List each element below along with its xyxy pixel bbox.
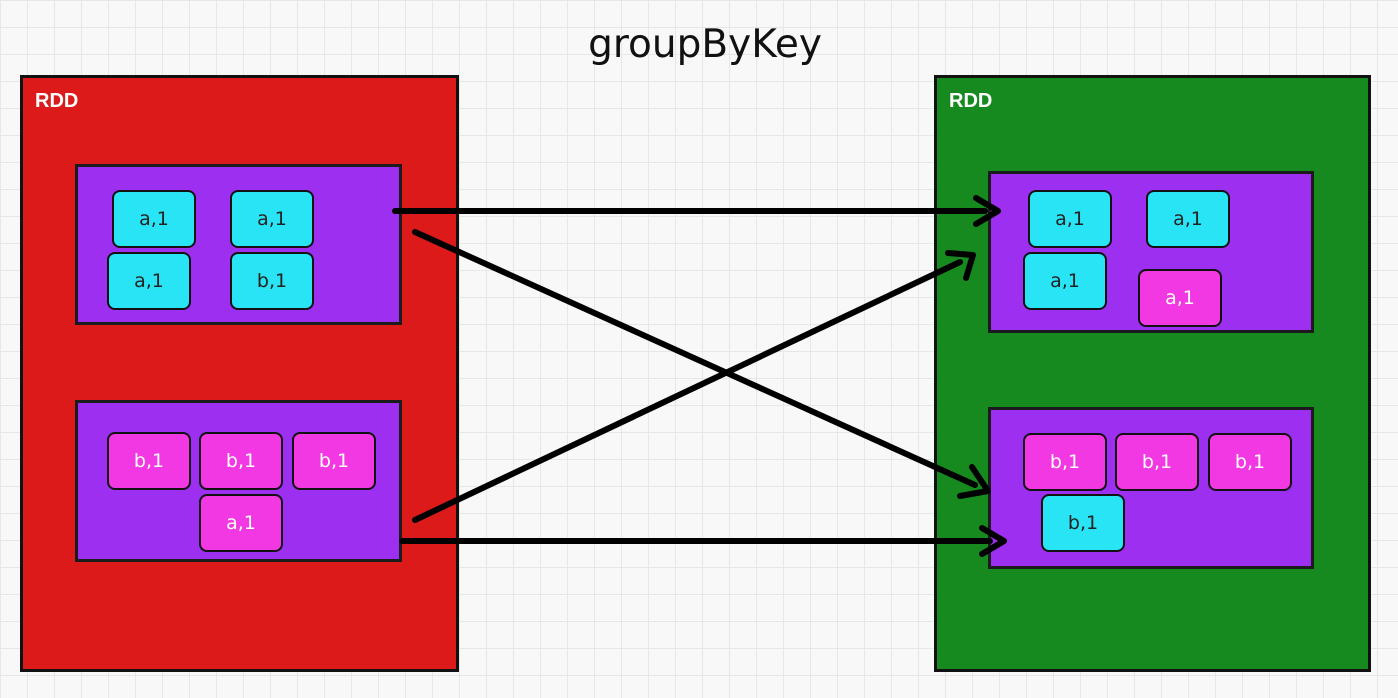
- source-partition-2: b,1 b,1 b,1 a,1: [75, 400, 402, 562]
- source-partition-1: a,1 a,1 a,1 b,1: [75, 164, 402, 325]
- arrowhead-icon: [957, 464, 991, 499]
- record-chip: a,1: [1138, 269, 1222, 327]
- record-chip: a,1: [230, 190, 314, 248]
- arrowhead-icon: [945, 250, 976, 281]
- arrowhead-icon: [979, 525, 1007, 557]
- result-partition-1: a,1 a,1 a,1 a,1: [988, 171, 1314, 333]
- record-chip: a,1: [1028, 190, 1112, 248]
- arrow-p1-to-p2: [412, 229, 978, 488]
- result-rdd-label: RDD: [949, 90, 993, 112]
- record-chip: a,1: [199, 494, 283, 552]
- record-chip: b,1: [1023, 433, 1107, 491]
- record-chip: a,1: [1146, 190, 1230, 248]
- record-chip: a,1: [1023, 252, 1107, 310]
- record-chip: b,1: [1208, 433, 1292, 491]
- record-chip: a,1: [107, 252, 191, 310]
- record-chip: b,1: [230, 252, 314, 310]
- record-chip: b,1: [199, 432, 283, 490]
- result-partition-2: b,1 b,1 b,1 b,1: [988, 407, 1314, 569]
- arrowhead-icon: [973, 195, 1001, 227]
- record-chip: b,1: [1041, 494, 1125, 552]
- record-chip: b,1: [107, 432, 191, 490]
- record-chip: b,1: [1115, 433, 1199, 491]
- diagram-title: groupByKey: [588, 22, 822, 67]
- source-rdd-label: RDD: [35, 90, 79, 112]
- record-chip: b,1: [292, 432, 376, 490]
- record-chip: a,1: [112, 190, 196, 248]
- arrow-p2-to-p1: [412, 259, 963, 523]
